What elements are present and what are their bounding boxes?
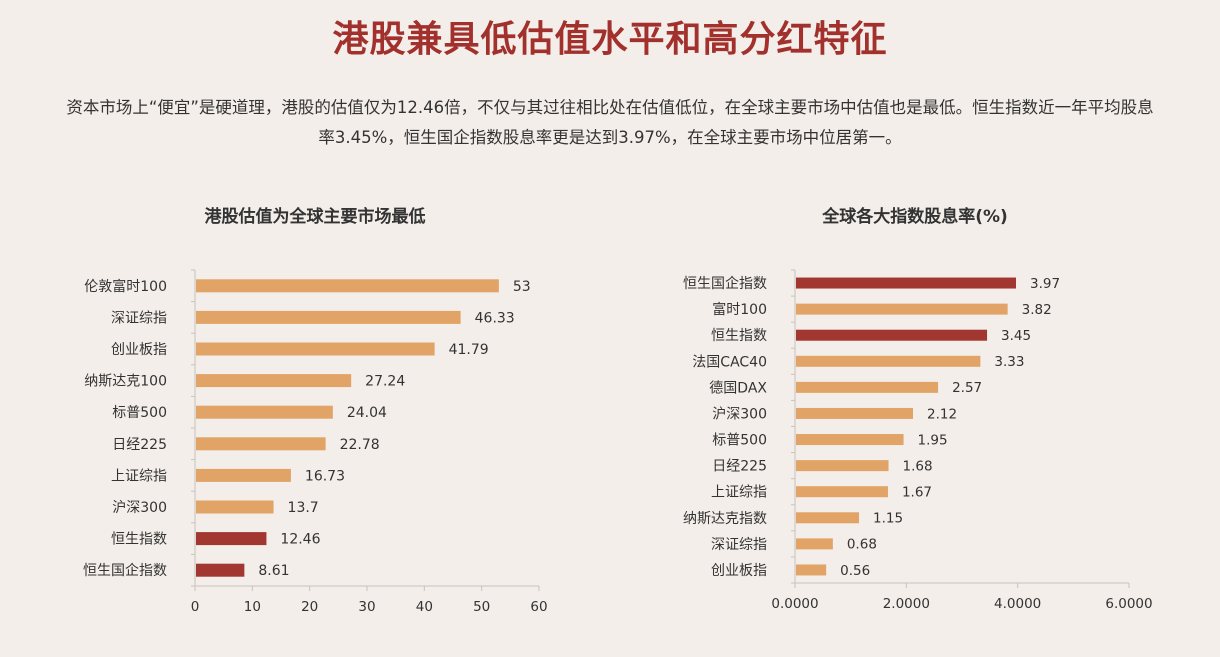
bar bbox=[196, 563, 245, 577]
category-label: 恒生指数 bbox=[111, 532, 167, 548]
data-label: 1.15 bbox=[873, 511, 903, 527]
category-label: 恒生国企指数 bbox=[83, 562, 167, 579]
bar bbox=[796, 329, 988, 341]
data-label: 12.46 bbox=[280, 532, 320, 548]
data-label: 1.68 bbox=[903, 458, 933, 474]
bar bbox=[796, 277, 1016, 289]
category-label: 标普500 bbox=[712, 433, 767, 449]
category-label: 日经225 bbox=[712, 459, 767, 475]
data-label: 53 bbox=[513, 279, 531, 295]
category-label: 恒生国企指数 bbox=[683, 275, 767, 292]
category-label: 日经225 bbox=[112, 437, 167, 453]
bar bbox=[796, 381, 939, 393]
bar bbox=[196, 532, 267, 546]
category-label: 沪深300 bbox=[112, 500, 167, 516]
data-label: 41.79 bbox=[449, 342, 489, 358]
x-tick-label: 6.0000 bbox=[1105, 596, 1152, 612]
bar bbox=[796, 564, 827, 576]
bar bbox=[796, 512, 860, 524]
x-tick-label: 2.0000 bbox=[883, 596, 930, 612]
data-label: 2.57 bbox=[952, 380, 982, 396]
data-label: 22.78 bbox=[340, 437, 380, 453]
pe-chart-title: 港股估值为全球主要市场最低 bbox=[204, 207, 426, 227]
bar bbox=[196, 310, 461, 324]
x-tick-label: 20 bbox=[301, 599, 318, 615]
category-label: 纳斯达克指数 bbox=[683, 511, 767, 527]
intro-line-2: 率3.45%，恒生国企指数股息率更是达到3.97%，在全球主要市场中位居第一。 bbox=[318, 128, 902, 147]
data-label: 0.68 bbox=[847, 537, 877, 553]
dividend-chart-title: 全球各大指数股息率(%) bbox=[822, 207, 1008, 227]
x-tick-label: 4.0000 bbox=[994, 596, 1041, 612]
x-tick-label: 60 bbox=[530, 599, 547, 615]
category-label: 伦敦富时100 bbox=[84, 278, 167, 295]
data-label: 0.56 bbox=[840, 563, 870, 579]
x-tick-label: 50 bbox=[473, 599, 490, 615]
intro-line-1: 资本市场上“便宜”是硬道理，港股的估值仅为12.46倍，不仅与其过往相比处在估值… bbox=[66, 98, 1154, 117]
category-label: 纳斯达克100 bbox=[84, 374, 167, 390]
category-label: 法国CAC40 bbox=[692, 354, 767, 370]
x-tick-label: 0.0000 bbox=[771, 596, 818, 612]
bar bbox=[796, 538, 833, 550]
category-label: 深证综指 bbox=[711, 537, 767, 553]
category-label: 上证综指 bbox=[111, 468, 167, 484]
data-label: 3.82 bbox=[1022, 302, 1052, 318]
bar bbox=[796, 355, 981, 367]
category-label: 富时100 bbox=[712, 301, 767, 318]
data-label: 3.45 bbox=[1001, 328, 1031, 344]
data-label: 8.61 bbox=[258, 563, 289, 579]
data-label: 27.24 bbox=[365, 374, 405, 390]
bar bbox=[796, 303, 1008, 315]
data-label: 3.97 bbox=[1030, 276, 1060, 292]
category-label: 沪深300 bbox=[712, 406, 767, 422]
bar bbox=[196, 500, 274, 514]
category-label: 创业板指 bbox=[711, 563, 767, 579]
data-label: 1.95 bbox=[918, 432, 948, 448]
bar bbox=[796, 486, 888, 498]
x-tick-label: 0 bbox=[191, 599, 200, 615]
category-label: 上证综指 bbox=[711, 485, 767, 501]
bar bbox=[796, 434, 904, 446]
bar bbox=[196, 279, 499, 293]
data-label: 1.67 bbox=[902, 485, 932, 501]
data-label: 24.04 bbox=[347, 405, 387, 421]
data-label: 16.73 bbox=[305, 468, 345, 484]
bar bbox=[196, 374, 352, 388]
intro-text: 资本市场上“便宜”是硬道理，港股的估值仅为12.46倍，不仅与其过往相比处在估值… bbox=[10, 93, 1210, 153]
category-label: 创业板指 bbox=[111, 342, 167, 358]
data-label: 46.33 bbox=[475, 310, 515, 326]
bar bbox=[196, 468, 291, 482]
category-label: 标普500 bbox=[112, 405, 167, 421]
category-label: 恒生指数 bbox=[711, 328, 767, 344]
data-label: 3.33 bbox=[994, 354, 1024, 370]
category-label: 深证综指 bbox=[111, 310, 167, 326]
bar bbox=[796, 407, 914, 419]
bar bbox=[196, 405, 333, 419]
x-tick-label: 40 bbox=[416, 599, 433, 615]
category-label: 德国DAX bbox=[709, 380, 767, 396]
data-label: 13.7 bbox=[288, 500, 319, 516]
x-tick-label: 30 bbox=[358, 599, 375, 615]
x-tick-label: 10 bbox=[244, 599, 261, 615]
bar bbox=[796, 460, 889, 472]
data-label: 2.12 bbox=[927, 406, 957, 422]
page-title: 港股兼具低估值水平和高分红特征 bbox=[332, 18, 888, 60]
bar bbox=[196, 342, 435, 356]
bar bbox=[196, 437, 326, 451]
